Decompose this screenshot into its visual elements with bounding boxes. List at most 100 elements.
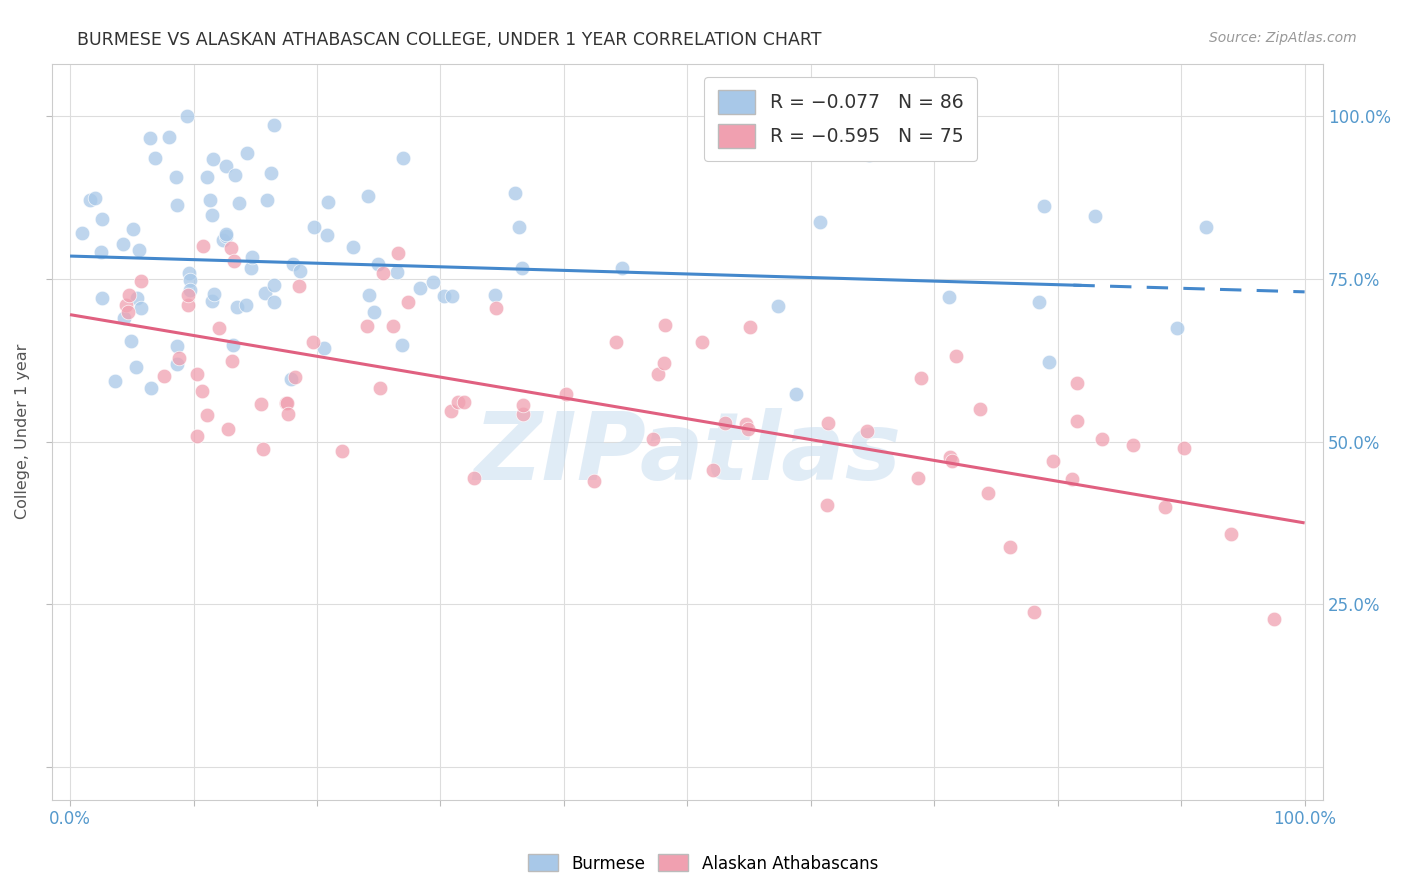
Point bbox=[239, 261, 262, 276]
Point bbox=[202, 152, 225, 166]
Point bbox=[276, 396, 298, 410]
Point bbox=[72, 226, 94, 240]
Point bbox=[112, 311, 135, 326]
Point bbox=[654, 318, 676, 332]
Point bbox=[1195, 220, 1218, 235]
Point bbox=[702, 463, 724, 477]
Point bbox=[367, 257, 389, 271]
Point bbox=[815, 499, 838, 513]
Point bbox=[1122, 438, 1144, 452]
Point bbox=[1084, 210, 1107, 224]
Point bbox=[228, 196, 250, 211]
Point bbox=[139, 131, 162, 145]
Point bbox=[304, 220, 326, 235]
Point bbox=[290, 264, 312, 278]
Point bbox=[1022, 605, 1045, 619]
Point bbox=[263, 118, 285, 132]
Point bbox=[605, 335, 627, 350]
Point bbox=[280, 372, 302, 386]
Point bbox=[808, 215, 831, 229]
Point bbox=[766, 299, 789, 313]
Point bbox=[446, 394, 468, 409]
Point bbox=[169, 351, 191, 366]
Point bbox=[112, 237, 135, 252]
Point bbox=[356, 318, 378, 333]
Point bbox=[312, 341, 335, 355]
Point bbox=[226, 300, 249, 314]
Point bbox=[236, 146, 259, 161]
Point bbox=[79, 193, 101, 207]
Point bbox=[122, 222, 145, 236]
Point bbox=[977, 485, 1000, 500]
Point bbox=[177, 288, 200, 302]
Point bbox=[252, 442, 274, 457]
Point bbox=[368, 381, 391, 395]
Point bbox=[195, 169, 218, 184]
Point bbox=[484, 288, 506, 302]
Point bbox=[371, 266, 394, 280]
Point bbox=[1219, 526, 1241, 541]
Point bbox=[179, 273, 201, 287]
Point bbox=[214, 229, 236, 244]
Point bbox=[463, 471, 485, 485]
Point bbox=[387, 246, 409, 260]
Point bbox=[222, 253, 245, 268]
Point bbox=[357, 288, 380, 302]
Point bbox=[287, 279, 309, 293]
Point bbox=[221, 354, 243, 368]
Point bbox=[1173, 441, 1195, 455]
Point bbox=[647, 367, 669, 381]
Point bbox=[910, 371, 932, 385]
Point bbox=[582, 474, 605, 488]
Point bbox=[211, 233, 233, 247]
Point bbox=[191, 384, 214, 398]
Point bbox=[260, 166, 283, 180]
Point bbox=[510, 261, 533, 276]
Point bbox=[690, 334, 713, 349]
Point bbox=[217, 422, 239, 436]
Point bbox=[1033, 199, 1056, 213]
Point bbox=[153, 369, 176, 384]
Point bbox=[363, 305, 385, 319]
Legend: R = −0.077   N = 86, R = −0.595   N = 75: R = −0.077 N = 86, R = −0.595 N = 75 bbox=[704, 77, 977, 161]
Point bbox=[191, 239, 214, 253]
Point bbox=[166, 198, 188, 212]
Point bbox=[157, 130, 180, 145]
Point bbox=[856, 424, 879, 438]
Point bbox=[1042, 454, 1064, 468]
Point bbox=[114, 298, 136, 312]
Point bbox=[555, 386, 578, 401]
Point bbox=[200, 209, 222, 223]
Point bbox=[408, 281, 430, 295]
Point bbox=[222, 338, 245, 352]
Point bbox=[165, 169, 187, 184]
Point bbox=[512, 407, 534, 421]
Point bbox=[263, 295, 285, 310]
Point bbox=[939, 450, 962, 465]
Point bbox=[785, 386, 807, 401]
Point bbox=[453, 394, 475, 409]
Point bbox=[177, 266, 200, 280]
Point bbox=[256, 193, 278, 207]
Point bbox=[214, 159, 236, 173]
Legend: Burmese, Alaskan Athabascans: Burmese, Alaskan Athabascans bbox=[522, 847, 884, 880]
Point bbox=[1166, 321, 1188, 335]
Point bbox=[201, 294, 224, 309]
Point bbox=[166, 357, 188, 371]
Point bbox=[391, 338, 413, 352]
Point bbox=[512, 398, 534, 412]
Point bbox=[385, 265, 408, 279]
Point bbox=[440, 403, 463, 417]
Point bbox=[195, 409, 218, 423]
Point bbox=[263, 278, 285, 293]
Point bbox=[485, 301, 508, 316]
Point bbox=[391, 151, 413, 165]
Point bbox=[713, 416, 735, 430]
Text: Source: ZipAtlas.com: Source: ZipAtlas.com bbox=[1209, 31, 1357, 45]
Point bbox=[1060, 472, 1083, 486]
Point bbox=[342, 240, 364, 254]
Point bbox=[734, 417, 756, 431]
Point bbox=[215, 227, 238, 242]
Point bbox=[276, 396, 298, 410]
Point bbox=[120, 334, 142, 348]
